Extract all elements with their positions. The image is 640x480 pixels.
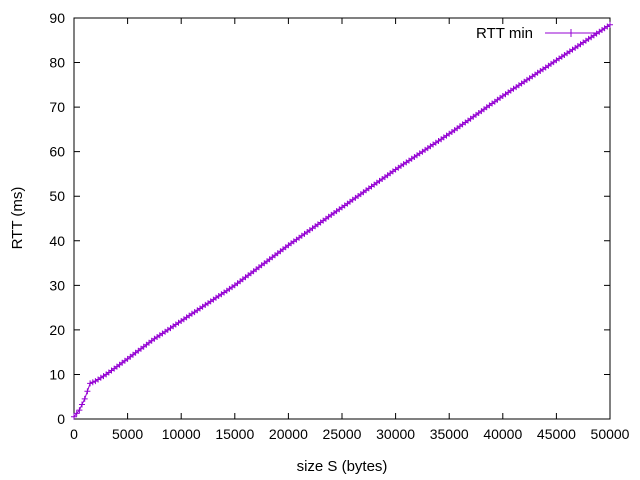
x-tick-label: 5000 xyxy=(112,426,143,442)
y-axis-ticks: 0 10 20 30 40 50 60 70 80 90 xyxy=(49,10,610,427)
y-tick-label: 10 xyxy=(49,366,65,382)
legend: RTT min xyxy=(476,25,596,42)
x-tick-label: 0 xyxy=(70,426,78,442)
legend-label-rtt-min: RTT min xyxy=(476,25,533,42)
data-point-marker xyxy=(87,380,94,387)
x-tick-label: 35000 xyxy=(430,426,469,442)
y-tick-label: 80 xyxy=(49,55,65,71)
legend-marker-rtt-min xyxy=(567,29,575,37)
data-point-marker xyxy=(607,21,613,28)
y-tick-label: 50 xyxy=(49,188,65,204)
series-layer xyxy=(71,21,613,420)
y-tick-label: 0 xyxy=(57,411,65,427)
x-tick-label: 30000 xyxy=(376,426,415,442)
data-point-marker xyxy=(81,395,88,402)
x-tick-label: 45000 xyxy=(537,426,576,442)
data-point-marker xyxy=(73,410,80,417)
y-axis-label: RTT (ms) xyxy=(9,187,26,250)
data-point-marker xyxy=(71,413,77,420)
y-tick-label: 20 xyxy=(49,322,65,338)
x-tick-label: 25000 xyxy=(323,426,362,442)
y-tick-label: 90 xyxy=(49,10,65,26)
y-tick-label: 30 xyxy=(49,277,65,293)
x-tick-label: 20000 xyxy=(269,426,308,442)
x-tick-label: 40000 xyxy=(483,426,522,442)
x-axis-ticks: 0 5000 10000 15000 20000 25000 30000 35000 40000… xyxy=(70,18,630,442)
data-point-marker xyxy=(76,407,83,414)
x-axis-label: size S (bytes) xyxy=(297,458,388,475)
x-tick-label: 10000 xyxy=(162,426,201,442)
y-tick-label: 40 xyxy=(49,233,65,249)
series-line-rtt-min xyxy=(73,24,611,418)
data-point-marker xyxy=(84,388,91,395)
data-point-marker xyxy=(79,401,85,408)
x-tick-label: 50000 xyxy=(591,426,630,442)
y-tick-label: 60 xyxy=(49,144,65,160)
data-point-marker xyxy=(89,379,96,386)
y-tick-label: 70 xyxy=(49,99,65,115)
x-tick-label: 15000 xyxy=(215,426,254,442)
